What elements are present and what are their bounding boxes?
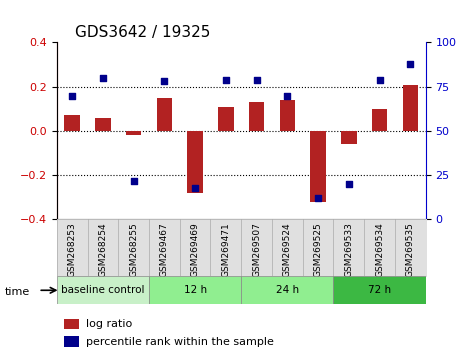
Bar — [95, 118, 111, 131]
Point — [253, 77, 260, 82]
Point — [130, 178, 137, 183]
FancyBboxPatch shape — [149, 276, 241, 304]
Point — [314, 195, 322, 201]
FancyBboxPatch shape — [57, 276, 149, 304]
FancyBboxPatch shape — [333, 276, 426, 304]
Text: GSM269535: GSM269535 — [406, 222, 415, 277]
Bar — [187, 131, 203, 193]
Bar — [403, 85, 418, 131]
Bar — [64, 115, 80, 131]
Bar — [249, 102, 264, 131]
Bar — [280, 100, 295, 131]
FancyBboxPatch shape — [241, 276, 333, 304]
Text: GSM268253: GSM268253 — [68, 222, 77, 277]
Bar — [310, 131, 326, 202]
Point — [283, 93, 291, 98]
Text: 24 h: 24 h — [276, 285, 299, 295]
Bar — [372, 109, 387, 131]
Text: GSM269471: GSM269471 — [221, 222, 230, 277]
Text: percentile rank within the sample: percentile rank within the sample — [86, 337, 274, 347]
Text: GSM269525: GSM269525 — [314, 222, 323, 277]
Point — [376, 77, 383, 82]
Text: GDS3642 / 19325: GDS3642 / 19325 — [75, 25, 210, 40]
Point — [68, 93, 76, 98]
Text: baseline control: baseline control — [61, 285, 145, 295]
Text: GSM269507: GSM269507 — [252, 222, 261, 277]
Text: GSM269467: GSM269467 — [160, 222, 169, 277]
Point — [191, 185, 199, 190]
Text: GSM268254: GSM268254 — [98, 222, 107, 277]
Bar — [64, 319, 79, 329]
Bar — [341, 131, 357, 144]
Text: log ratio: log ratio — [86, 319, 132, 329]
Text: GSM268255: GSM268255 — [129, 222, 138, 277]
Bar — [157, 98, 172, 131]
Point — [345, 181, 352, 187]
Bar — [64, 336, 79, 347]
Text: GSM269524: GSM269524 — [283, 222, 292, 277]
Text: time: time — [5, 287, 30, 297]
Text: GSM269534: GSM269534 — [375, 222, 384, 277]
Text: 12 h: 12 h — [184, 285, 207, 295]
Point — [222, 77, 230, 82]
Text: GSM269469: GSM269469 — [191, 222, 200, 277]
Text: 72 h: 72 h — [368, 285, 391, 295]
Point — [406, 61, 414, 67]
Point — [99, 75, 107, 81]
Bar — [126, 131, 141, 136]
Bar — [218, 107, 234, 131]
Point — [160, 79, 168, 84]
Text: GSM269533: GSM269533 — [344, 222, 353, 277]
